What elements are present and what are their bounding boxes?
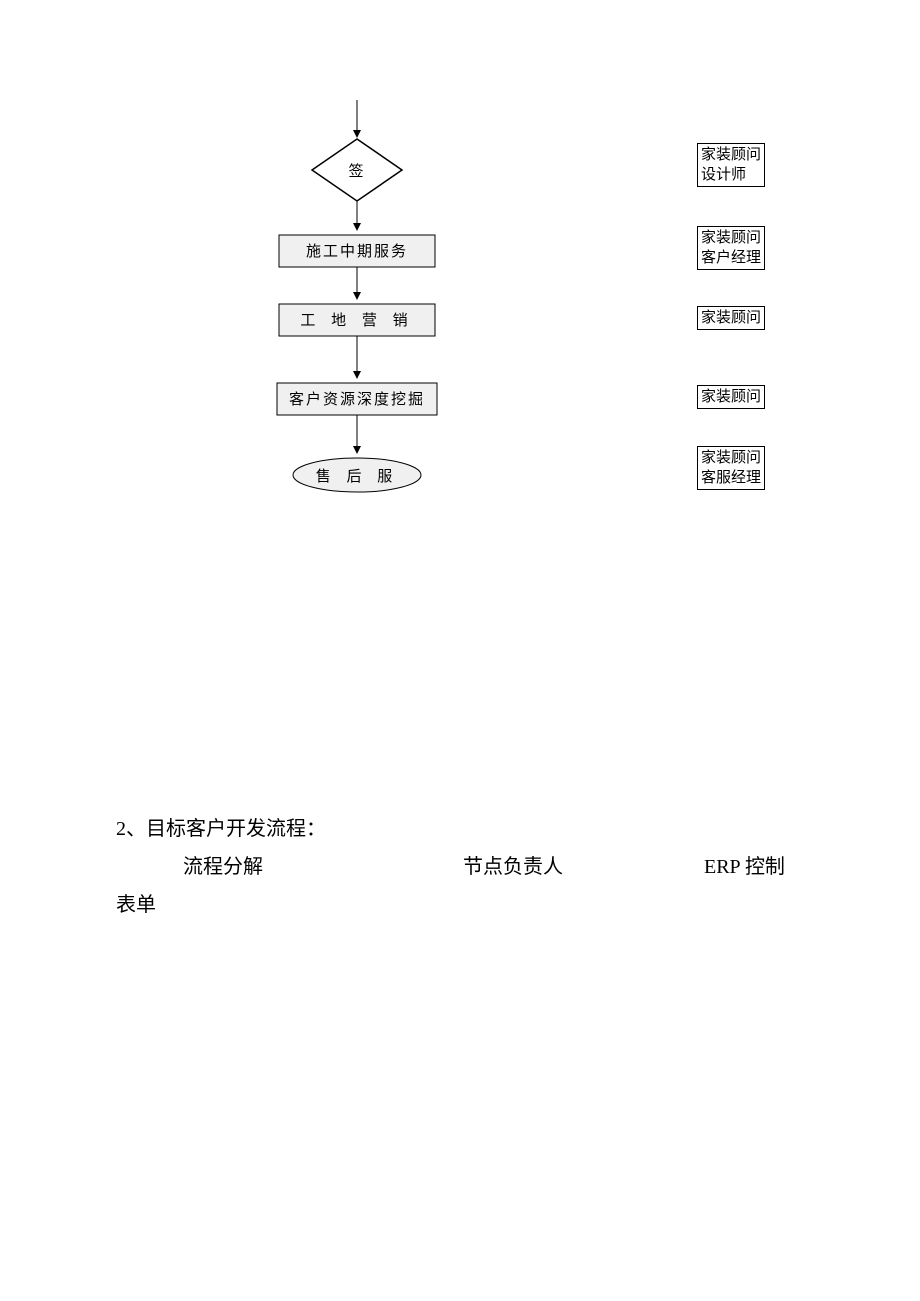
role-box-3: 家装顾问 — [697, 306, 765, 330]
label-sign: 签 — [348, 163, 365, 180]
col-header-3: ERP 控制 — [704, 848, 785, 886]
line2-text: 表单 — [116, 886, 156, 924]
role-line: 客服经理 — [701, 468, 761, 488]
flowchart-svg: 签 施工中期服务 工 地 营 销 客户资源深度挖掘 售 后 服 — [269, 100, 449, 500]
role-box-2: 家装顾问 客户经理 — [697, 226, 765, 270]
heading-number: 2、 — [116, 818, 146, 840]
role-line: 家装顾问 — [701, 228, 761, 248]
section-heading-row: 2、目标客户开发流程： — [116, 810, 836, 848]
col-header-1: 流程分解 — [183, 848, 263, 886]
role-line: 家装顾问 — [701, 145, 761, 165]
label-deep-mining: 客户资源深度挖掘 — [289, 391, 425, 408]
role-line: 家装顾问 — [701, 308, 761, 328]
role-line: 客户经理 — [701, 248, 761, 268]
label-mid-service: 施工中期服务 — [306, 243, 408, 260]
role-line: 家装顾问 — [701, 387, 761, 407]
flowchart: 签 施工中期服务 工 地 营 销 客户资源深度挖掘 售 后 服 — [269, 100, 444, 505]
role-box-1: 家装顾问 设计师 — [697, 143, 765, 187]
role-line: 设计师 — [701, 165, 761, 185]
heading-title: 目标客户开发流程： — [146, 818, 326, 840]
role-box-5: 家装顾问 客服经理 — [697, 446, 765, 490]
role-line: 家装顾问 — [701, 448, 761, 468]
role-box-4: 家装顾问 — [697, 385, 765, 409]
label-site-marketing: 工 地 营 销 — [300, 312, 413, 329]
col-header-2: 节点负责人 — [463, 848, 563, 886]
label-after-sales: 售 后 服 — [316, 468, 399, 485]
